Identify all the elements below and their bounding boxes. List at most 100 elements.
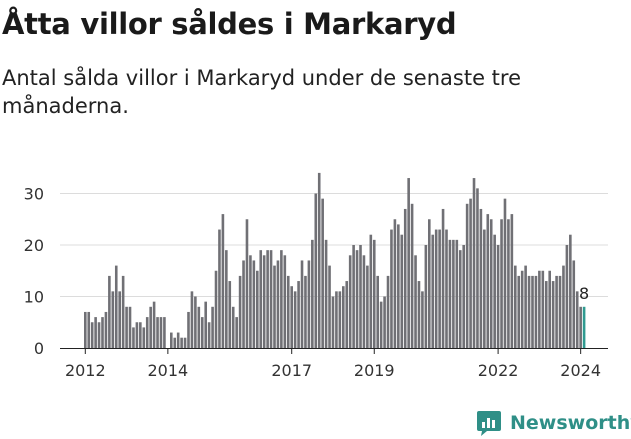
- bar: [355, 250, 359, 348]
- bar: [555, 275, 558, 348]
- bar: [273, 265, 276, 348]
- bar: [520, 270, 524, 348]
- bar: [524, 265, 527, 348]
- bar: [369, 234, 373, 348]
- bar: [307, 260, 311, 348]
- bar: [538, 270, 541, 348]
- bar: [393, 219, 397, 348]
- bar: [297, 281, 300, 348]
- bar: [441, 208, 445, 348]
- bar: [94, 317, 97, 348]
- bar: [293, 291, 297, 348]
- bar: [317, 172, 321, 348]
- bar: [558, 275, 562, 348]
- x-tick-label: 2024: [560, 361, 601, 380]
- bar: [414, 255, 417, 348]
- bar: [235, 317, 238, 348]
- bar: [331, 296, 335, 348]
- bar: [338, 291, 342, 348]
- bar: [541, 270, 545, 348]
- bar: [125, 306, 128, 348]
- bar: [417, 281, 421, 348]
- bar: [421, 291, 424, 348]
- bar: [139, 322, 142, 348]
- bar: [434, 229, 438, 348]
- bar: [565, 245, 569, 348]
- bar: [221, 214, 225, 348]
- bar: [438, 229, 441, 348]
- bar: [514, 265, 517, 348]
- bar: [242, 260, 245, 348]
- bar: [90, 322, 94, 348]
- bar: [211, 306, 214, 348]
- bar: [403, 208, 407, 348]
- bar: [132, 327, 135, 348]
- bar: [352, 245, 355, 348]
- bar: [527, 275, 531, 348]
- bar: [118, 291, 121, 348]
- bar: [173, 337, 177, 348]
- bar: [531, 275, 534, 348]
- bar: [572, 260, 576, 348]
- bar: [183, 337, 187, 348]
- bar: [200, 317, 204, 348]
- x-tick-label: 2017: [271, 361, 312, 380]
- y-tick-label: 20: [24, 236, 44, 255]
- bar: [238, 275, 242, 348]
- y-tick-label: 0: [34, 339, 44, 358]
- bar: [152, 301, 156, 348]
- bar: [218, 229, 221, 348]
- bar: [376, 275, 379, 348]
- bar: [397, 224, 400, 348]
- x-tick-label: 2012: [65, 361, 106, 380]
- bar: [283, 255, 287, 348]
- bar: [366, 265, 369, 348]
- x-tick-label: 2019: [354, 361, 395, 380]
- bar: [286, 275, 290, 348]
- chart-subtitle: Antal sålda villor i Markaryd under de s…: [2, 66, 521, 118]
- bar: [503, 198, 507, 348]
- y-tick-label: 10: [24, 288, 44, 307]
- bar: [87, 311, 91, 348]
- bar: [517, 275, 521, 348]
- bar: [472, 178, 476, 348]
- bar: [431, 234, 435, 348]
- x-tick-label: 2014: [148, 361, 189, 380]
- brand-logo: Newsworthy: [476, 408, 631, 438]
- bar: [428, 219, 431, 348]
- bar: [544, 281, 548, 348]
- bar: [266, 250, 269, 348]
- bar: [180, 337, 183, 348]
- bar: [335, 291, 338, 348]
- bar: [187, 311, 190, 348]
- chart-title: Åtta villor såldes i Markaryd: [2, 7, 457, 41]
- newsworthy-logo-icon: [477, 411, 501, 436]
- bar: [111, 291, 115, 348]
- bar: [135, 322, 139, 348]
- bar: [225, 250, 228, 348]
- bar: [159, 317, 163, 348]
- bar: [314, 193, 318, 348]
- bar: [465, 203, 469, 348]
- bar: [424, 245, 428, 348]
- bar: [579, 306, 582, 348]
- bar: [163, 317, 166, 348]
- bar: [228, 281, 232, 348]
- bar: [280, 250, 283, 348]
- bar: [548, 270, 551, 348]
- bar: [458, 250, 462, 348]
- bar: [149, 306, 152, 348]
- bar: [311, 239, 314, 348]
- bar: [197, 306, 201, 348]
- bar: [214, 270, 218, 348]
- bar: [575, 291, 579, 348]
- bar: [551, 281, 555, 348]
- bar: [108, 275, 111, 348]
- bar: [269, 250, 273, 348]
- bar: [231, 306, 235, 348]
- bar: [486, 214, 490, 348]
- y-tick-label: 30: [24, 185, 44, 204]
- bar: [249, 255, 252, 348]
- bar: [190, 291, 194, 348]
